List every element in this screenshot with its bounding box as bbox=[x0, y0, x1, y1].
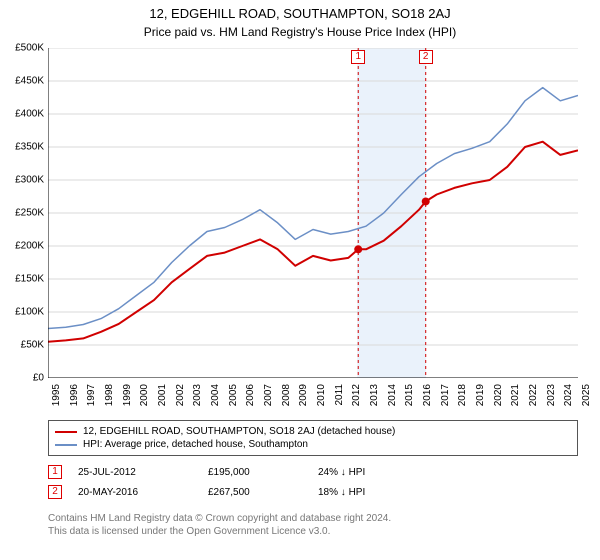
x-tick-label: 2011 bbox=[334, 384, 345, 406]
y-tick-label: £350K bbox=[0, 142, 44, 153]
x-tick-label: 2005 bbox=[228, 384, 239, 406]
sale-date: 20-MAY-2016 bbox=[78, 487, 198, 498]
sale-marker-badge: 1 bbox=[351, 50, 365, 64]
x-tick-label: 2019 bbox=[475, 384, 486, 406]
x-tick-label: 1996 bbox=[69, 384, 80, 406]
sale-price: £195,000 bbox=[208, 467, 308, 478]
x-tick-label: 1997 bbox=[86, 384, 97, 406]
x-tick-label: 2013 bbox=[369, 384, 380, 406]
x-tick-label: 2025 bbox=[581, 384, 592, 406]
x-tick-label: 1998 bbox=[104, 384, 115, 406]
x-tick-label: 2018 bbox=[457, 384, 468, 406]
x-tick-label: 2000 bbox=[139, 384, 150, 406]
chart-title: 12, EDGEHILL ROAD, SOUTHAMPTON, SO18 2AJ bbox=[0, 0, 600, 21]
x-tick-label: 2012 bbox=[351, 384, 362, 406]
footnote: Contains HM Land Registry data © Crown c… bbox=[48, 512, 578, 538]
x-tick-label: 2020 bbox=[493, 384, 504, 406]
legend-swatch bbox=[55, 444, 77, 446]
footnote-line-1: Contains HM Land Registry data © Crown c… bbox=[48, 512, 578, 525]
x-tick-label: 2017 bbox=[440, 384, 451, 406]
sale-badge: 1 bbox=[48, 465, 62, 479]
sale-diff: 24% ↓ HPI bbox=[318, 467, 438, 478]
x-tick-label: 2023 bbox=[546, 384, 557, 406]
sale-row: 1 25-JUL-2012 £195,000 24% ↓ HPI bbox=[48, 462, 578, 482]
y-tick-label: £450K bbox=[0, 76, 44, 87]
y-tick-label: £500K bbox=[0, 43, 44, 54]
chart-container: 12, EDGEHILL ROAD, SOUTHAMPTON, SO18 2AJ… bbox=[0, 0, 600, 560]
x-tick-label: 2007 bbox=[263, 384, 274, 406]
x-tick-label: 2003 bbox=[192, 384, 203, 406]
x-tick-label: 2004 bbox=[210, 384, 221, 406]
x-tick-label: 2021 bbox=[510, 384, 521, 406]
x-tick-label: 2014 bbox=[387, 384, 398, 406]
x-tick-label: 2022 bbox=[528, 384, 539, 406]
sale-price: £267,500 bbox=[208, 487, 308, 498]
x-tick-label: 2016 bbox=[422, 384, 433, 406]
x-tick-label: 2008 bbox=[281, 384, 292, 406]
x-tick-label: 2002 bbox=[175, 384, 186, 406]
chart-area bbox=[48, 48, 578, 378]
x-tick-label: 2024 bbox=[563, 384, 574, 406]
x-tick-label: 1999 bbox=[122, 384, 133, 406]
x-tick-label: 2006 bbox=[245, 384, 256, 406]
x-tick-label: 2015 bbox=[404, 384, 415, 406]
legend-row: HPI: Average price, detached house, Sout… bbox=[55, 438, 571, 451]
footnote-line-2: This data is licensed under the Open Gov… bbox=[48, 525, 578, 538]
x-tick-label: 1995 bbox=[51, 384, 62, 406]
x-tick-label: 2001 bbox=[157, 384, 168, 406]
sale-badge: 2 bbox=[48, 485, 62, 499]
y-tick-label: £100K bbox=[0, 307, 44, 318]
y-tick-label: £250K bbox=[0, 208, 44, 219]
sale-row: 2 20-MAY-2016 £267,500 18% ↓ HPI bbox=[48, 482, 578, 502]
chart-subtitle: Price paid vs. HM Land Registry's House … bbox=[0, 21, 600, 39]
sales-table: 1 25-JUL-2012 £195,000 24% ↓ HPI 2 20-MAY-201… bbox=[48, 462, 578, 502]
y-tick-label: £150K bbox=[0, 274, 44, 285]
legend-row: 12, EDGEHILL ROAD, SOUTHAMPTON, SO18 2AJ… bbox=[55, 425, 571, 438]
y-tick-label: £300K bbox=[0, 175, 44, 186]
legend-swatch bbox=[55, 431, 77, 433]
sale-date: 25-JUL-2012 bbox=[78, 467, 198, 478]
x-tick-label: 2010 bbox=[316, 384, 327, 406]
legend-label: 12, EDGEHILL ROAD, SOUTHAMPTON, SO18 2AJ… bbox=[83, 426, 395, 437]
y-tick-label: £50K bbox=[0, 340, 44, 351]
legend: 12, EDGEHILL ROAD, SOUTHAMPTON, SO18 2AJ… bbox=[48, 420, 578, 456]
sale-diff: 18% ↓ HPI bbox=[318, 487, 438, 498]
y-tick-label: £0 bbox=[0, 373, 44, 384]
chart-svg bbox=[48, 48, 578, 378]
x-tick-label: 2009 bbox=[298, 384, 309, 406]
sale-marker-badge: 2 bbox=[419, 50, 433, 64]
legend-label: HPI: Average price, detached house, Sout… bbox=[83, 439, 308, 450]
y-tick-label: £200K bbox=[0, 241, 44, 252]
y-tick-label: £400K bbox=[0, 109, 44, 120]
